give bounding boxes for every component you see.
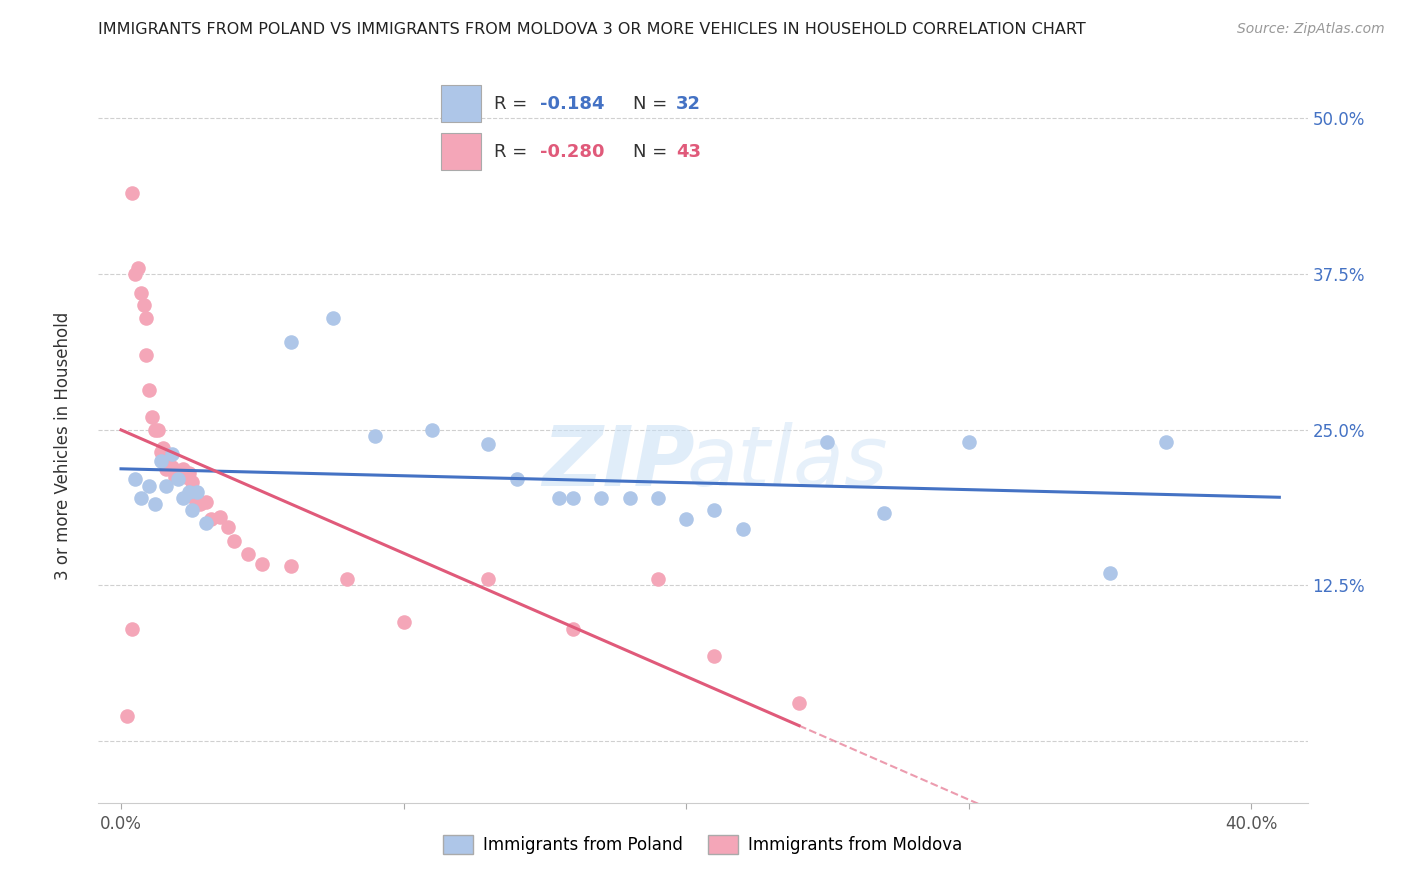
Point bbox=[160, 447, 183, 461]
Point bbox=[135, 310, 157, 325]
Point bbox=[129, 285, 152, 300]
Text: atlas: atlas bbox=[686, 422, 889, 503]
Point bbox=[477, 437, 499, 451]
Point bbox=[180, 484, 202, 499]
Point bbox=[152, 441, 174, 455]
Point bbox=[222, 534, 245, 549]
Point bbox=[703, 648, 725, 663]
Point bbox=[675, 512, 697, 526]
Point bbox=[174, 470, 197, 484]
Point bbox=[149, 453, 172, 467]
Point bbox=[280, 559, 302, 574]
FancyBboxPatch shape bbox=[441, 85, 481, 122]
Point bbox=[731, 522, 754, 536]
Point bbox=[703, 503, 725, 517]
Point bbox=[124, 267, 146, 281]
Point bbox=[183, 491, 205, 505]
Point bbox=[252, 557, 274, 571]
Text: IMMIGRANTS FROM POLAND VS IMMIGRANTS FROM MOLDOVA 3 OR MORE VEHICLES IN HOUSEHOL: IMMIGRANTS FROM POLAND VS IMMIGRANTS FRO… bbox=[98, 22, 1087, 37]
Point bbox=[322, 310, 344, 325]
Point bbox=[505, 472, 527, 486]
Text: 32: 32 bbox=[676, 95, 702, 112]
Point bbox=[157, 459, 180, 474]
Point bbox=[160, 459, 183, 474]
Point bbox=[143, 423, 166, 437]
Point bbox=[1156, 434, 1178, 449]
Point bbox=[392, 615, 415, 630]
Point bbox=[194, 494, 217, 508]
Point bbox=[149, 445, 172, 459]
Point bbox=[280, 335, 302, 350]
Point bbox=[420, 423, 443, 437]
Point bbox=[815, 434, 838, 449]
Point bbox=[172, 491, 194, 505]
Point bbox=[177, 484, 200, 499]
Point bbox=[619, 491, 641, 505]
Point bbox=[138, 478, 160, 492]
Point bbox=[236, 547, 259, 561]
Point bbox=[121, 186, 143, 200]
Point bbox=[200, 512, 222, 526]
Point bbox=[129, 491, 152, 505]
Point bbox=[138, 383, 160, 397]
Text: -0.280: -0.280 bbox=[540, 143, 605, 161]
FancyBboxPatch shape bbox=[441, 133, 481, 170]
Point bbox=[647, 572, 669, 586]
Point bbox=[208, 509, 231, 524]
Legend: Immigrants from Poland, Immigrants from Moldova: Immigrants from Poland, Immigrants from … bbox=[437, 829, 969, 861]
Point bbox=[124, 472, 146, 486]
Point bbox=[364, 428, 387, 442]
Point bbox=[562, 491, 585, 505]
Point bbox=[336, 572, 359, 586]
Point bbox=[166, 472, 188, 486]
Point bbox=[562, 622, 585, 636]
Point bbox=[155, 462, 177, 476]
Text: 3 or more Vehicles in Household: 3 or more Vehicles in Household bbox=[55, 312, 72, 580]
Point bbox=[132, 298, 155, 312]
Point bbox=[127, 260, 149, 275]
Point bbox=[163, 470, 186, 484]
Point bbox=[143, 497, 166, 511]
Point bbox=[180, 503, 202, 517]
Point bbox=[217, 519, 239, 533]
Point bbox=[188, 497, 211, 511]
Point bbox=[477, 572, 499, 586]
Text: R =: R = bbox=[494, 143, 533, 161]
Point bbox=[141, 410, 163, 425]
Point bbox=[186, 484, 208, 499]
Point bbox=[548, 491, 571, 505]
Text: -0.184: -0.184 bbox=[540, 95, 605, 112]
Point bbox=[180, 475, 202, 489]
Point bbox=[155, 458, 177, 472]
Point bbox=[115, 708, 138, 723]
Text: N =: N = bbox=[633, 143, 673, 161]
Point bbox=[591, 491, 613, 505]
Text: Source: ZipAtlas.com: Source: ZipAtlas.com bbox=[1237, 22, 1385, 37]
Point bbox=[647, 491, 669, 505]
Point bbox=[177, 466, 200, 480]
Text: R =: R = bbox=[494, 95, 533, 112]
Point bbox=[873, 506, 896, 520]
Point bbox=[957, 434, 980, 449]
Point bbox=[194, 516, 217, 530]
Point bbox=[135, 348, 157, 362]
Point bbox=[787, 696, 810, 710]
Text: N =: N = bbox=[633, 95, 673, 112]
Point bbox=[1098, 566, 1121, 580]
Point bbox=[121, 622, 143, 636]
Point bbox=[166, 466, 188, 480]
Text: 43: 43 bbox=[676, 143, 702, 161]
Point bbox=[146, 423, 169, 437]
Text: ZIP: ZIP bbox=[543, 422, 695, 503]
Point bbox=[155, 478, 177, 492]
Point bbox=[172, 462, 194, 476]
